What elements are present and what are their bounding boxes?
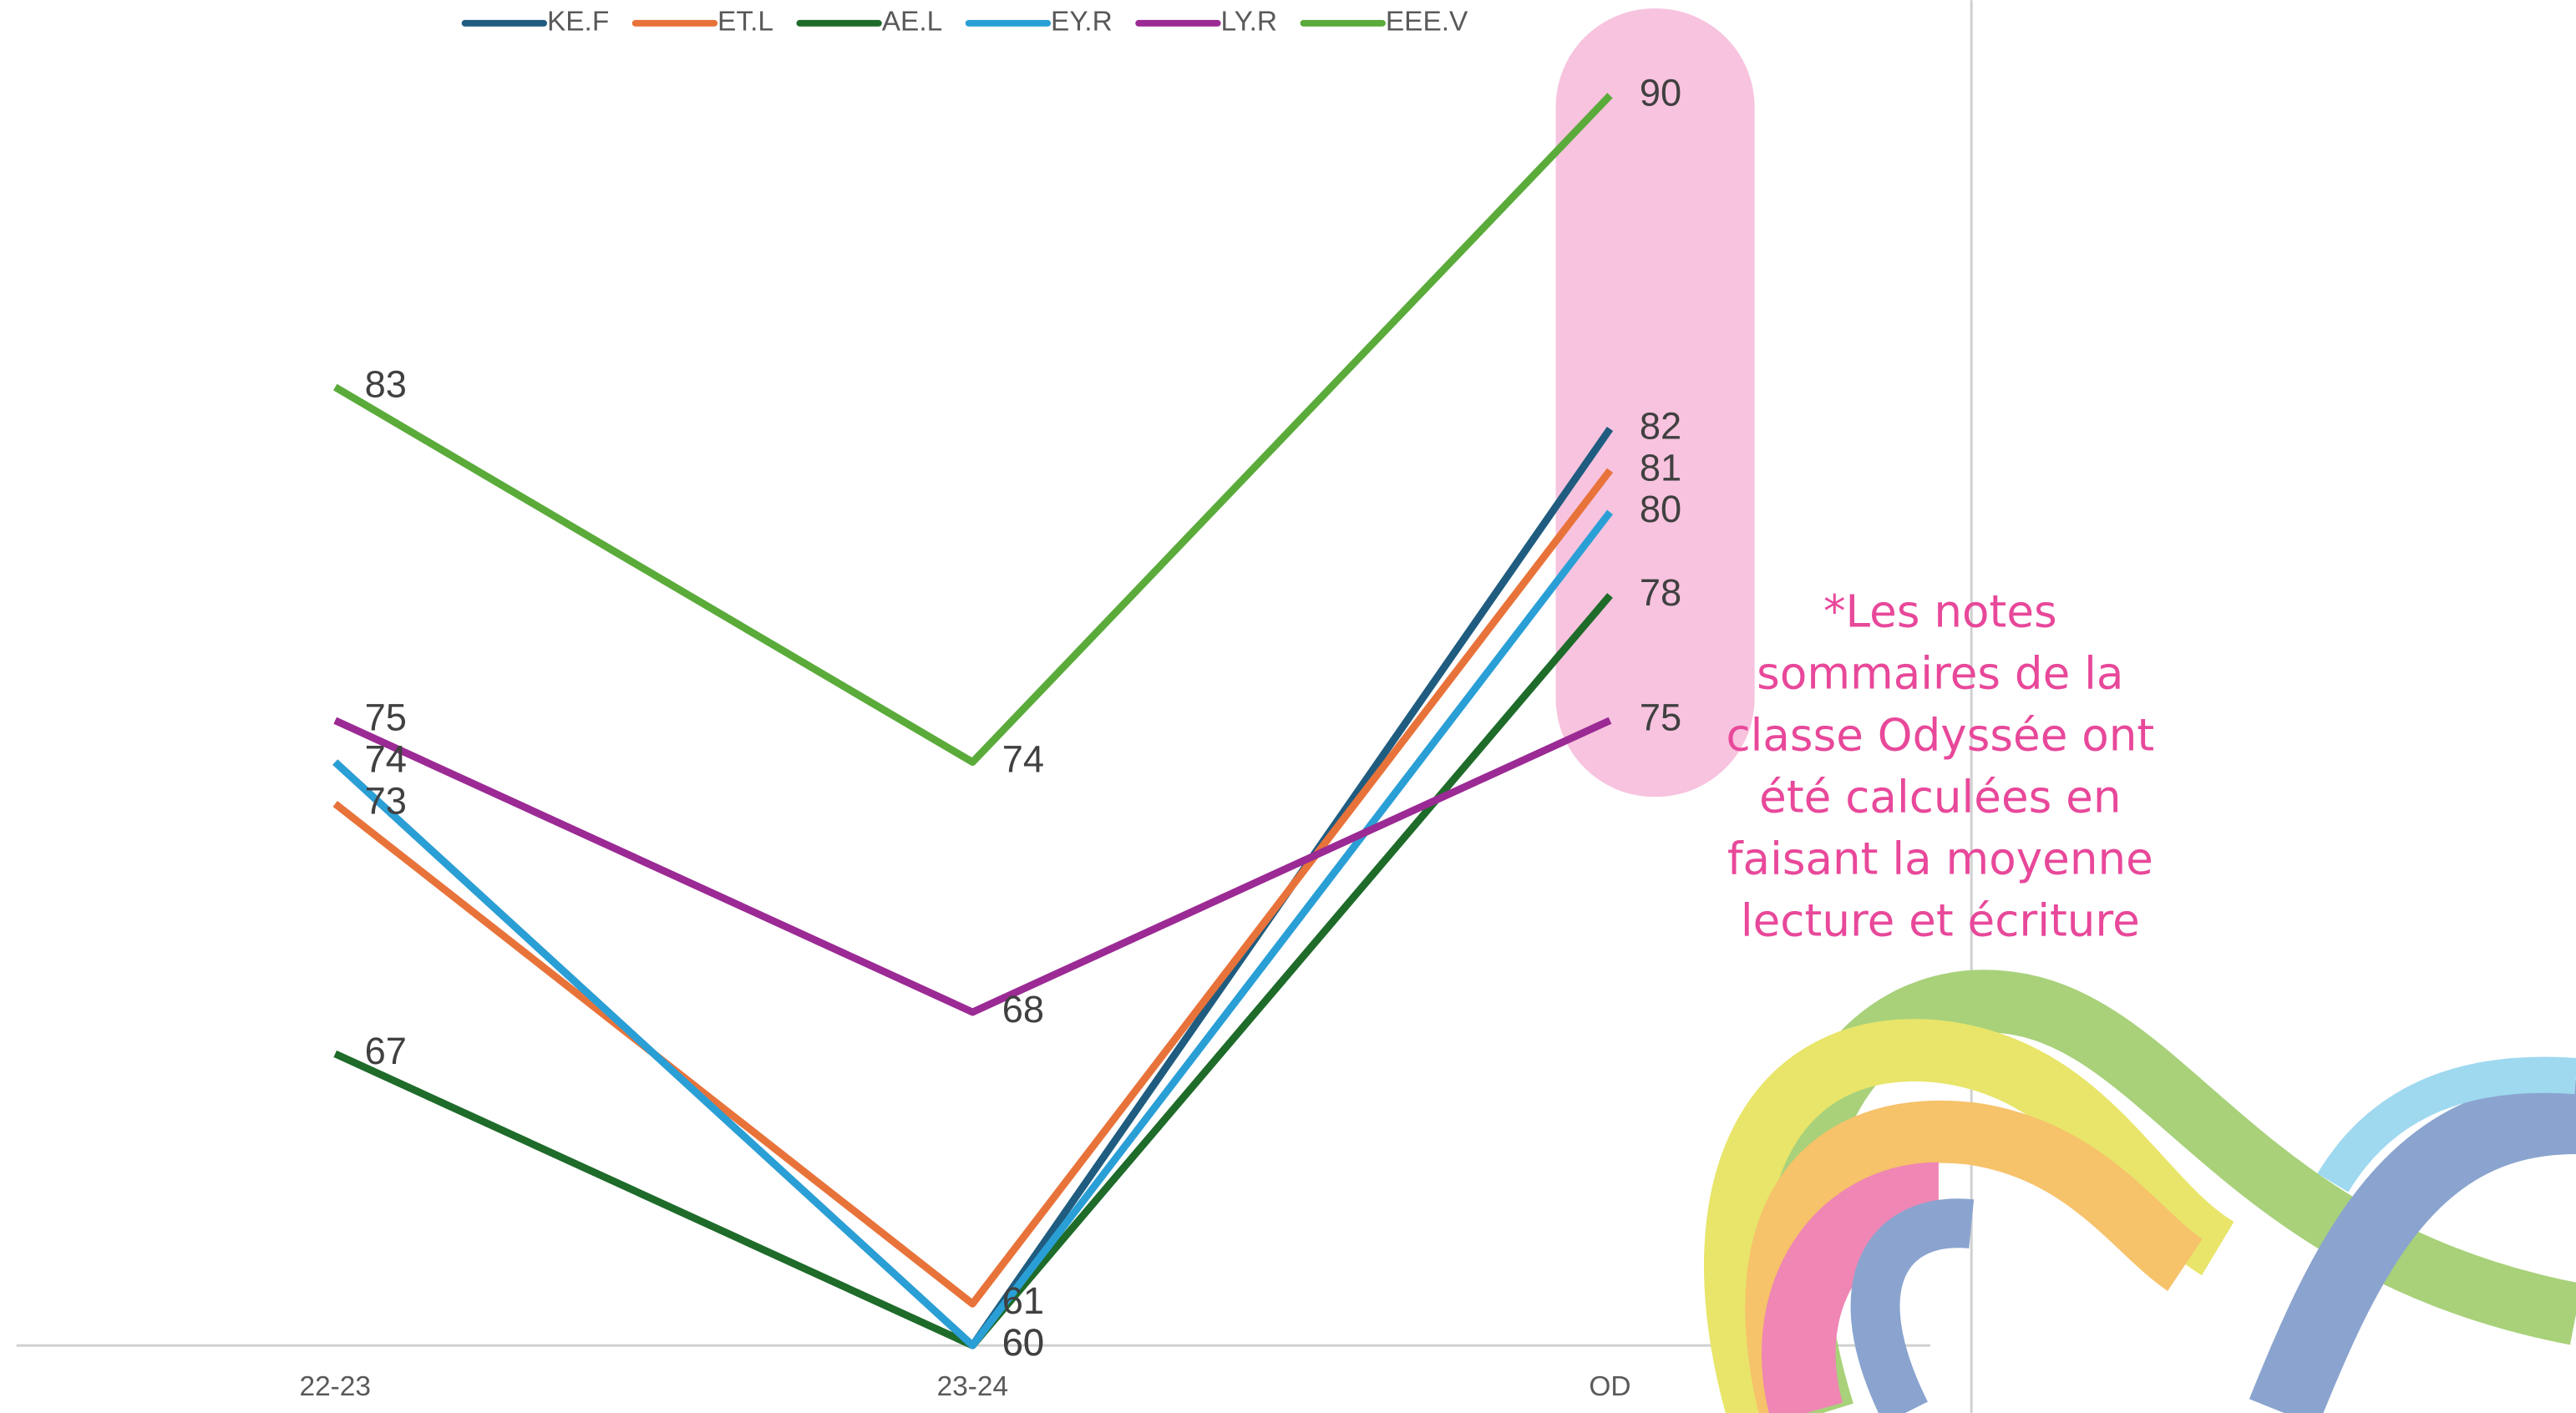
x-tick-label: 22-23 — [299, 1371, 370, 1402]
series-line — [335, 512, 1610, 1345]
note-line: lecture et écriture — [1741, 894, 2140, 946]
data-label: 74 — [1002, 738, 1044, 781]
data-label: 90 — [1640, 71, 1681, 114]
x-tick-label: 23-24 — [937, 1371, 1008, 1402]
note-line: classe Odyssée ont — [1726, 709, 2154, 761]
plot: 22-23 23-24 OD KE.F ET.L AE.L EY.R LY.R EEE.V 74 6… — [299, 7, 1681, 1402]
highlight — [1556, 8, 1755, 797]
series-line — [335, 95, 1610, 762]
legend-label: EEE.V — [1386, 7, 1468, 38]
data-label: 67 — [365, 1030, 407, 1072]
note-line: sommaires de la — [1757, 647, 2123, 699]
x-tick-label: OD — [1589, 1371, 1630, 1402]
data-label: 73 — [365, 779, 407, 822]
series-line — [335, 470, 1610, 1304]
data-label: 75 — [365, 696, 407, 739]
infinity-logo — [1735, 1001, 2576, 1413]
series-line — [335, 428, 1610, 1345]
data-label: 75 — [1640, 696, 1681, 739]
legend-label: ET.L — [718, 7, 773, 38]
legend-label: AE.L — [882, 7, 942, 38]
data-label: 68 — [1002, 988, 1044, 1031]
data-label: 60 — [1002, 1321, 1044, 1364]
data-label: 78 — [1640, 571, 1681, 614]
chart: 22-23 23-24 OD KE.F ET.L AE.L EY.R LY.R EEE.V 74 6… — [0, 0, 2576, 1413]
legend-label: LY.R — [1221, 7, 1278, 38]
data-label: 82 — [1640, 404, 1681, 447]
data-label: 61 — [1002, 1279, 1044, 1322]
legend-label: KE.F — [547, 7, 609, 38]
data-label: 83 — [365, 363, 407, 406]
note-line: faisant la moyenne — [1727, 833, 2153, 884]
note-line: été calculées en — [1759, 771, 2121, 823]
data-label: 74 — [365, 738, 407, 781]
note-line: *Les notes — [1823, 585, 2057, 637]
legend-label: EY.R — [1051, 7, 1113, 38]
data-label: 80 — [1640, 488, 1681, 530]
data-label: 81 — [1640, 446, 1681, 489]
